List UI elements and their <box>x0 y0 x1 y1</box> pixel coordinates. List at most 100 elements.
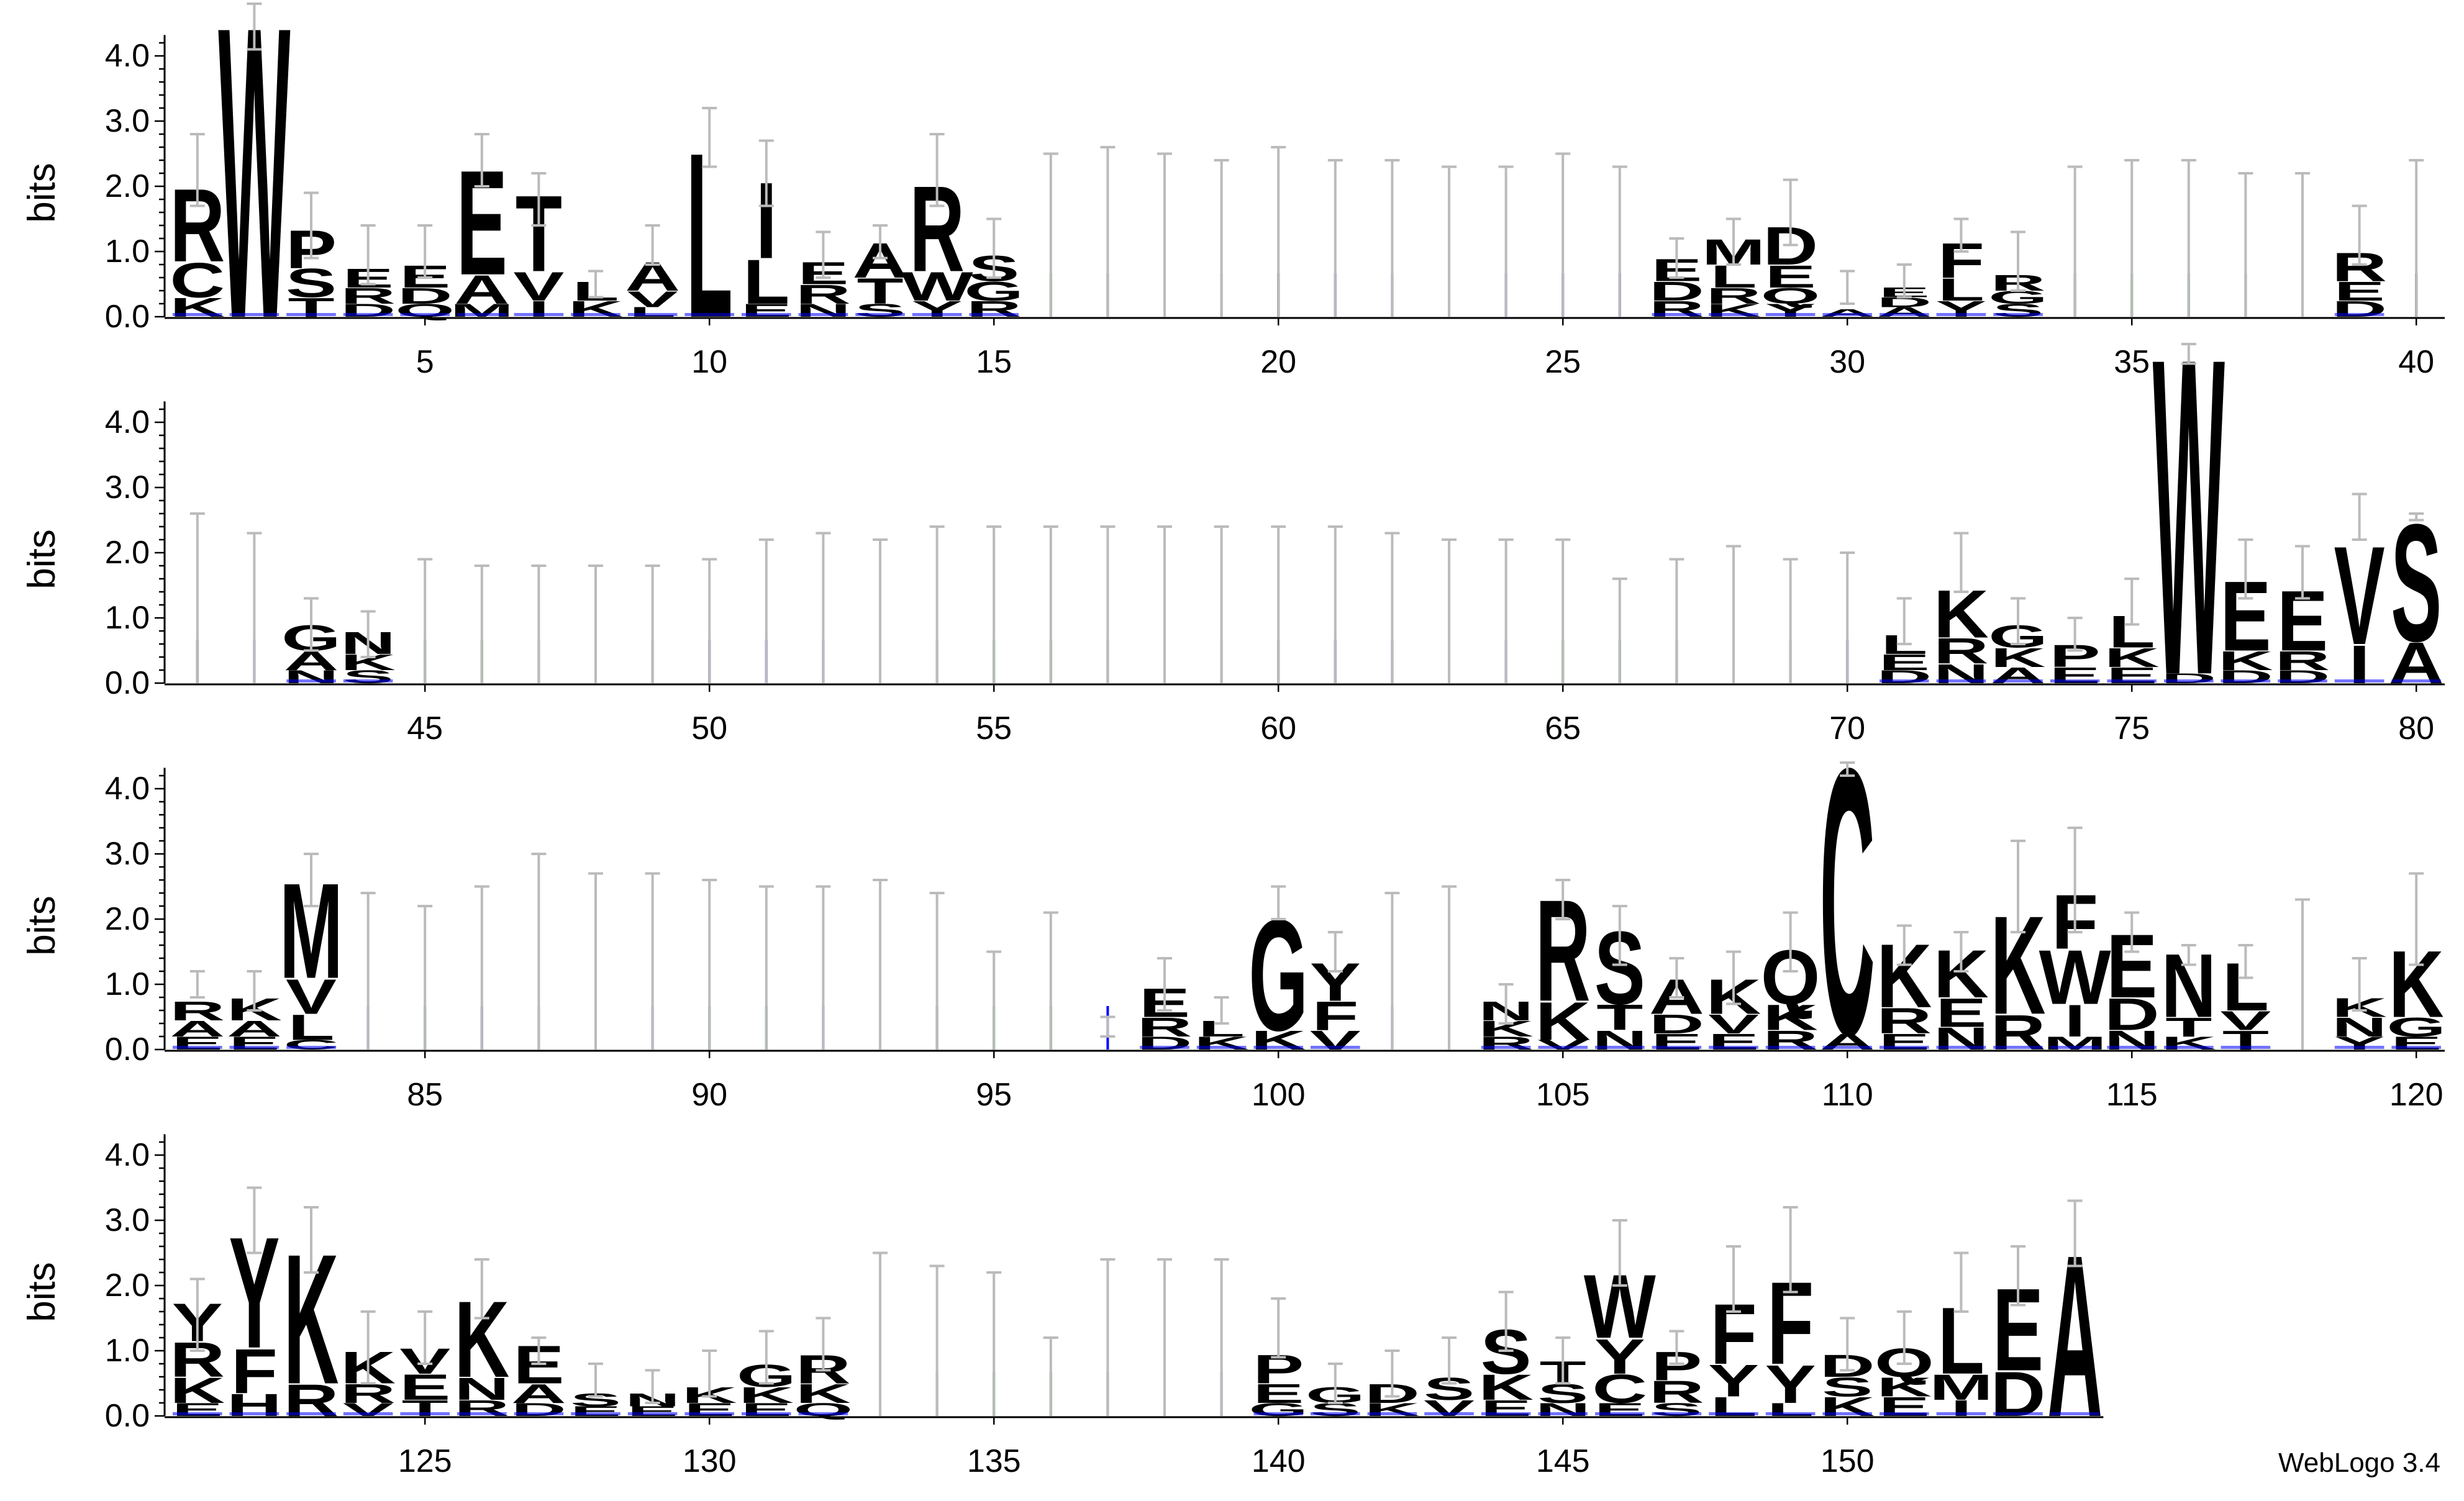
letter-r: R <box>966 296 1022 322</box>
letter-a: A <box>511 1378 566 1408</box>
position-30: 30A <box>1820 270 1875 380</box>
letter-n: N <box>1592 1025 1647 1055</box>
letter-residue <box>2221 1046 2271 1049</box>
letter-residue <box>1936 1412 1986 1415</box>
letter-residue <box>286 1046 336 1049</box>
letter-a: A <box>170 1016 225 1041</box>
letter-residue <box>1993 313 2043 316</box>
letter-e: E <box>172 1033 223 1054</box>
letter-n: N <box>1934 1021 1989 1056</box>
letter-n: N <box>2332 1012 2387 1042</box>
position-95: 95 <box>976 950 1012 1113</box>
letter-residue <box>2107 679 2157 682</box>
position-64 <box>1498 538 1514 683</box>
letter-k: K <box>1194 1033 1249 1054</box>
position-127: DAE <box>511 1334 566 1420</box>
x-tick-label: 85 <box>407 1077 443 1113</box>
position-33: SGR <box>1988 230 2048 320</box>
letter-r: R <box>2275 645 2330 676</box>
letter-r: R <box>796 279 851 309</box>
letter-e: E <box>1879 650 1930 675</box>
letter-residue <box>1538 1046 1588 1049</box>
letter-i: I <box>528 296 549 322</box>
position-81: EAR <box>170 970 225 1054</box>
letter-residue <box>1424 1412 1474 1415</box>
letter-residue <box>1595 1412 1645 1415</box>
letter-residue <box>229 1412 280 1415</box>
letter-residue <box>571 1412 621 1415</box>
letter-residue <box>1311 1046 1360 1049</box>
position-7: IVT <box>513 172 565 322</box>
letter-residue <box>1253 1412 1303 1415</box>
position-138 <box>1157 1258 1172 1416</box>
position-61 <box>1327 525 1343 683</box>
position-70: 70 <box>1829 551 1865 746</box>
position-11: ELI <box>741 139 792 320</box>
letter-e: E <box>741 1400 792 1420</box>
letter-l: L <box>1938 272 1984 307</box>
x-tick-label: 35 <box>2114 344 2150 380</box>
position-27: RDE <box>1649 237 1704 322</box>
x-tick-label: 80 <box>2398 710 2434 746</box>
letter-v: V <box>286 969 337 1025</box>
letter-residue <box>969 313 1019 316</box>
x-tick-label: 120 <box>2389 1077 2444 1113</box>
letter-k: K <box>739 1382 794 1408</box>
position-12: NRE <box>796 230 851 320</box>
position-102 <box>1384 892 1400 1050</box>
letter-e: E <box>1879 1029 1930 1054</box>
position-76: DW <box>2153 264 2225 769</box>
letter-residue <box>571 313 621 316</box>
x-tick-label: 55 <box>976 710 1012 746</box>
position-90: 90 <box>691 879 727 1113</box>
position-129: EN <box>625 1369 680 1419</box>
letter-f: F <box>1312 993 1358 1038</box>
position-9: LVA <box>625 224 680 320</box>
letter-n: N <box>2104 1025 2160 1055</box>
letter-d: D <box>2104 990 2160 1040</box>
position-63 <box>1442 538 1457 683</box>
letter-e: E <box>1594 1400 1645 1420</box>
position-85: 85 <box>407 905 443 1113</box>
letter-residue <box>457 313 507 316</box>
letter-q: Q <box>1761 283 1821 309</box>
position-1: KCR <box>170 133 225 322</box>
position-58 <box>1157 525 1172 683</box>
position-18 <box>1157 152 1172 317</box>
letter-w: W <box>2153 264 2225 769</box>
letter-residue <box>684 313 734 316</box>
letter-e: E <box>2334 276 2385 306</box>
letter-residue <box>1993 1412 2043 1415</box>
position-22 <box>1384 159 1400 317</box>
position-52 <box>816 532 831 683</box>
letter-d: D <box>1137 1033 1193 1054</box>
position-32: YLF <box>1935 217 1986 322</box>
letter-d: D <box>2218 667 2273 687</box>
y-tick-label: 1.0 <box>105 1333 150 1369</box>
position-23 <box>1442 165 1457 317</box>
letter-residue <box>2391 1046 2441 1049</box>
position-51 <box>758 538 774 683</box>
letter-d: D <box>340 301 396 321</box>
position-132: QKR <box>794 1317 853 1420</box>
letter-r: R <box>1649 1374 1704 1410</box>
letter-k: K <box>2161 1033 2216 1054</box>
position-78: DRE <box>2275 545 2330 687</box>
position-103 <box>1442 885 1457 1050</box>
letter-e: E <box>627 1404 678 1419</box>
y-tick-label: 2.0 <box>105 901 150 937</box>
position-65: 65 <box>1545 538 1581 746</box>
letter-residue <box>173 1046 222 1049</box>
letter-residue <box>1993 679 2043 682</box>
position-69 <box>1783 558 1798 683</box>
position-141: SG <box>1306 1363 1365 1420</box>
letter-r: R <box>284 1376 339 1426</box>
y-tick-label: 0.0 <box>105 1398 150 1434</box>
letter-a: A <box>1820 1029 1875 1054</box>
position-112: NEK <box>1934 931 1989 1056</box>
letter-m: M <box>2043 1033 2106 1054</box>
position-72: NRK <box>1934 532 1989 689</box>
y-tick-label: 0.0 <box>105 665 150 701</box>
letter-e: E <box>1481 1395 1532 1421</box>
